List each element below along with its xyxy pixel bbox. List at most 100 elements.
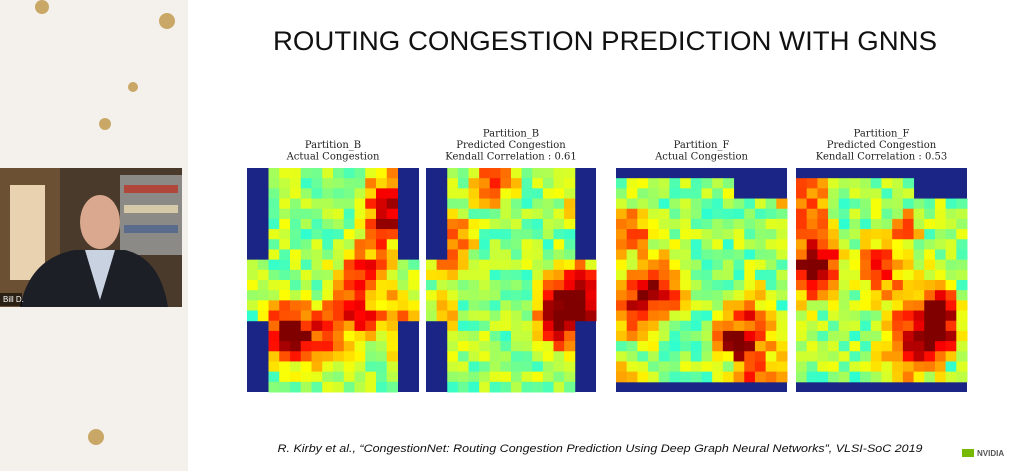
heatmap-cell: [658, 239, 670, 250]
heatmap-cell: [521, 361, 533, 373]
heatmap-cell: [532, 249, 544, 261]
heatmap-cell: [365, 290, 377, 301]
heatmap-cell: [279, 341, 291, 352]
heatmap-cell: [468, 290, 480, 301]
heatmap-cell: [468, 239, 480, 250]
heatmap-cell: [776, 371, 788, 383]
heatmap-cell: [838, 259, 850, 271]
heatmap-cell: [701, 218, 713, 230]
heatmap-cell: [860, 280, 872, 291]
heatmap-cell: [776, 239, 788, 250]
heatmap-cell: [796, 178, 808, 189]
heatmap-cell: [365, 351, 377, 362]
heatmap-cell: [311, 239, 323, 250]
heatmap-cell: [564, 188, 576, 200]
heatmap-cell: [616, 371, 628, 383]
heatmap-cell: [913, 269, 925, 281]
heatmap-cell: [776, 269, 788, 281]
heatmap-cell: [902, 269, 915, 281]
heatmap-cell: [690, 341, 702, 352]
heatmap-cell: [489, 351, 501, 362]
heatmap-cell: [574, 259, 586, 271]
heatmap-cell: [386, 259, 398, 271]
heatmap-cell: [680, 198, 692, 210]
heatmap-cell: [290, 259, 302, 271]
heatmap-cell: [680, 330, 692, 342]
heatmap-cell: [376, 280, 388, 291]
heatmap-cell: [457, 239, 469, 250]
heatmap-cell: [881, 218, 893, 230]
heatmap-cell: [279, 381, 291, 393]
heatmap-cell: [744, 198, 756, 210]
heatmap-cell: [648, 341, 660, 352]
heatmap-cell: [511, 341, 523, 352]
heatmap-cell: [564, 198, 576, 210]
heatmap-cell: [680, 208, 692, 220]
heatmap-cell: [892, 341, 904, 352]
heatmap-cell: [333, 269, 345, 281]
heatmap-cell: [945, 269, 957, 281]
heatmap-cell: [468, 178, 480, 189]
heatmap-cell: [343, 320, 355, 332]
heatmap-cell: [574, 290, 586, 301]
heatmap-cell: [354, 259, 366, 271]
heatmap-cell: [333, 290, 345, 301]
heatmap-cell: [457, 280, 469, 291]
heatmap-cell: [924, 218, 936, 230]
heatmap-cell: [722, 259, 735, 271]
video-tile[interactable]: Bill D.: [0, 168, 182, 307]
heatmap-cell: [945, 330, 957, 342]
heatmap-cell: [776, 320, 788, 332]
heatmap-cell: [680, 280, 692, 291]
heatmap-cell: [290, 310, 302, 322]
heatmap-cell: [776, 351, 788, 362]
heatmap-cell: [290, 188, 302, 200]
heatmap-cell: [754, 259, 767, 271]
heatmap-cell: [300, 300, 312, 312]
heatmap-cell: [881, 310, 893, 322]
heatmap-cell: [806, 290, 818, 301]
heatmap-cell: [479, 208, 491, 220]
heatmap-cell: [489, 341, 501, 352]
heatmap-cell: [521, 259, 533, 271]
heatmap-cell: [564, 310, 576, 322]
heatmap-cell: [511, 218, 523, 230]
heatmap-cell: [553, 178, 565, 189]
heatmap-cell: [279, 280, 291, 291]
heatmap-cell: [542, 239, 554, 250]
heatmap-cell: [343, 259, 355, 271]
heatmap-cell: [279, 208, 291, 220]
dot: [159, 13, 175, 29]
heatmap-cell: [553, 249, 565, 261]
heatmap-cell: [733, 300, 745, 312]
heatmap-cell: [457, 320, 469, 332]
heatmap: [247, 168, 420, 393]
heatmap-cell: [828, 341, 840, 352]
heatmap-cell: [902, 249, 915, 261]
window: [10, 185, 45, 280]
heatmap-cell: [870, 218, 882, 230]
heatmap-cell: [902, 178, 915, 189]
heatmap-cell: [956, 361, 968, 373]
heatmap-cell: [408, 280, 420, 291]
heatmap-cell: [457, 208, 469, 220]
heatmap-cell: [574, 300, 586, 312]
heatmap-cell: [447, 229, 459, 240]
heatmap-cell: [386, 341, 398, 352]
heatmap-cell: [892, 290, 904, 301]
heatmap-cell: [616, 218, 628, 230]
heatmap-cell: [733, 198, 745, 210]
heatmap-cell: [701, 310, 713, 322]
heatmap-cell: [892, 300, 904, 312]
heatmap-cell: [648, 218, 660, 230]
panel-caption: Actual Congestion: [286, 152, 380, 163]
heatmap-cell: [376, 178, 388, 189]
heatmap-cell: [300, 229, 312, 240]
heatmap-cell: [532, 330, 544, 342]
heatmap-cell: [343, 239, 355, 250]
heatmap-cell: [690, 259, 702, 271]
heatmap-cell: [765, 208, 777, 220]
heatmap-cell: [754, 208, 767, 220]
heatmap-cell: [468, 320, 480, 332]
heatmap-cell: [376, 168, 388, 179]
